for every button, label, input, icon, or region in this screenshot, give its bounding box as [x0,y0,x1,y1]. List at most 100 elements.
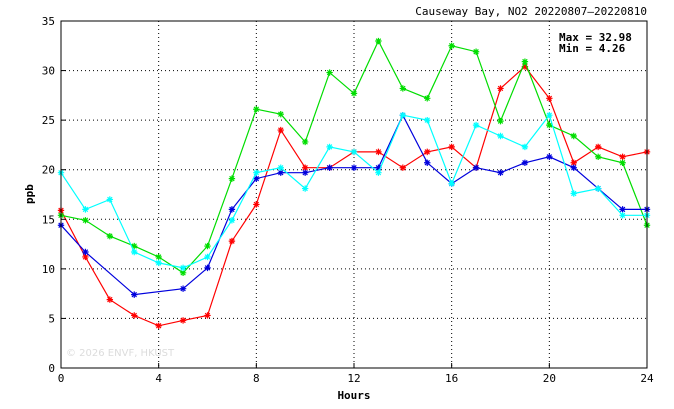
data-point [228,217,236,224]
data-point [570,159,577,166]
y-tick-label: 0 [48,362,55,375]
data-point [131,312,138,319]
data-point [326,164,333,171]
series-line [60,39,648,274]
data-point [253,106,260,113]
x-tick-label: 4 [155,372,162,385]
data-point [594,153,602,161]
data-point [131,242,138,250]
data-point [301,138,309,146]
data-point [521,159,529,166]
data-point [594,143,602,151]
data-point [301,169,309,176]
data-point [277,164,284,171]
data-point [106,196,114,203]
series-layer [57,37,651,329]
x-tick-label: 8 [253,372,260,385]
data-point [277,169,284,176]
data-point [253,169,260,176]
data-point [619,159,626,166]
series-line [60,113,647,296]
data-point [350,148,358,156]
y-tick-label: 15 [42,213,55,226]
series-2 [57,111,651,298]
data-point [399,111,407,119]
data-point [350,164,358,171]
data-point [179,264,187,272]
data-point [155,259,162,267]
data-point [82,206,89,213]
data-point [546,95,553,102]
data-point [570,164,577,171]
data-point [204,253,211,261]
data-point [326,143,333,151]
data-point [228,206,236,213]
data-point [619,212,626,219]
data-point [570,132,577,140]
data-point [326,69,333,76]
series-line [60,113,647,269]
data-point [448,42,455,49]
max-label: Max = 32.98 [559,31,632,44]
data-point [521,58,529,65]
x-tick-label: 16 [445,372,458,385]
data-point [228,175,236,182]
data-point [570,190,577,197]
data-point [82,248,89,256]
data-point [424,148,431,156]
data-point [497,117,504,125]
x-tick-label: 20 [543,372,556,385]
data-point [497,132,504,140]
data-point [424,159,431,166]
data-point [375,164,382,171]
x-tick-label: 0 [58,372,65,385]
tick-labels: 0 4 8 12 16 20 24 0 5 10 15 20 25 30 35 [42,15,654,385]
data-point [82,217,89,224]
data-point [277,126,284,134]
y-tick-label: 30 [42,65,55,78]
data-point [204,312,211,319]
series-3 [57,111,651,272]
data-point [179,285,187,292]
ticks [60,20,648,369]
data-point [253,175,260,182]
data-point [399,85,407,92]
data-point [375,148,382,156]
y-tick-label: 20 [42,164,55,177]
min-label: Min = 4.26 [559,42,626,55]
y-tick-label: 25 [42,114,55,127]
data-point [131,248,138,256]
data-point [204,242,211,250]
grid [61,21,647,368]
data-point [301,185,309,192]
data-point [619,153,626,161]
data-point [424,95,431,102]
chart-title: Causeway Bay, NO2 20220807–20220810 [415,5,647,18]
x-axis-label: Hours [337,389,370,402]
data-point [546,111,553,119]
y-axis-label: ppb [23,184,36,204]
data-point [448,143,455,151]
data-point [546,153,553,161]
data-point [179,269,187,277]
data-point [472,164,480,171]
data-point [155,322,162,329]
data-point [375,37,382,45]
data-point [301,164,309,171]
watermark: © 2026 ENVF, HKUST [66,348,175,359]
data-point [228,237,236,245]
x-tick-label: 12 [347,372,360,385]
x-tick-label: 24 [640,372,654,385]
data-point [521,63,529,70]
data-point [253,201,260,208]
data-point [546,121,553,129]
data-point [106,296,114,303]
data-point [497,169,504,176]
data-point [472,48,480,55]
data-point [424,116,431,124]
data-point [521,143,529,151]
data-point [619,206,626,213]
data-point [106,232,114,240]
data-point [82,253,89,261]
